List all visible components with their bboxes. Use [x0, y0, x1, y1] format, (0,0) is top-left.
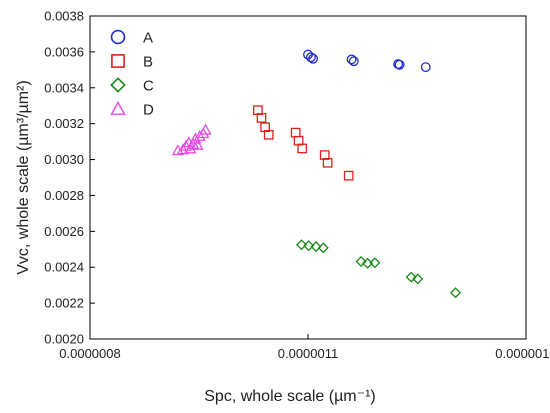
point-a — [305, 52, 316, 63]
x-tick-label: 0.0000011 — [278, 346, 339, 361]
x-tick-label: 0.0000008 — [59, 346, 120, 361]
legend-item-d: D — [110, 101, 154, 119]
x-tick-label: 0.0000014 — [495, 346, 550, 361]
point-d — [191, 138, 204, 150]
y-tick-label: 0.0024 — [44, 260, 84, 275]
point-c — [317, 242, 329, 254]
point-d — [193, 129, 206, 141]
legend-marker-a — [110, 29, 126, 45]
point-a — [420, 62, 431, 73]
y-tick-label: 0.0022 — [44, 296, 84, 311]
legend-item-a: A — [110, 29, 153, 47]
point-c — [412, 273, 424, 285]
point-c — [405, 271, 417, 283]
y-axis-title: Vvc, whole scale (µm³/µm²) — [15, 80, 32, 274]
data-points — [171, 49, 462, 299]
point-d — [179, 139, 193, 151]
point-b — [263, 129, 274, 140]
point-c — [369, 257, 381, 269]
point-b — [297, 143, 308, 154]
point-c — [449, 287, 462, 299]
legend-marker-d — [110, 101, 126, 115]
point-d — [199, 123, 212, 135]
legend-item-c: C — [110, 77, 154, 95]
series-c — [295, 239, 462, 299]
y-tick-label: 0.0034 — [44, 80, 84, 95]
point-b — [322, 157, 333, 168]
legend-label-a: A — [143, 30, 153, 47]
legend-label-b: B — [143, 54, 153, 71]
point-a — [394, 59, 405, 70]
legend-item-b: B — [111, 54, 153, 71]
point-c — [310, 241, 322, 253]
legend-label-c: C — [143, 78, 154, 95]
x-axis-title: Spc, whole scale (µm⁻¹) — [204, 388, 375, 405]
y-tick-label: 0.0028 — [44, 188, 84, 203]
y-tick-label: 0.0030 — [44, 152, 84, 167]
point-b — [256, 113, 267, 123]
point-a — [348, 56, 359, 67]
legend-label-d: D — [143, 102, 154, 119]
point-c — [295, 239, 307, 251]
series-a — [303, 49, 431, 73]
point-d — [176, 143, 190, 155]
point-a — [346, 54, 357, 65]
y-tick-label: 0.0026 — [44, 224, 84, 239]
point-c — [355, 255, 367, 267]
y-tick-label: 0.0038 — [44, 9, 84, 24]
y-tick-label: 0.0036 — [44, 44, 84, 59]
point-a — [308, 53, 319, 64]
point-b — [319, 150, 330, 160]
point-b — [343, 170, 354, 181]
y-tick-label: 0.0020 — [44, 332, 84, 347]
y-axis: 0.0020 0.0022 0.0024 0.0026 0.0028 0.0030 0.00… — [44, 9, 95, 347]
legend-marker-b — [111, 54, 125, 68]
plot-frame — [89, 15, 527, 340]
y-tick-label: 0.0032 — [44, 116, 84, 131]
point-c — [303, 240, 315, 252]
x-axis: 0.0000008 0.0000011 0.0000014 — [59, 334, 550, 361]
series-d — [171, 123, 212, 156]
legend-marker-c — [110, 77, 126, 93]
series-b — [253, 105, 354, 181]
